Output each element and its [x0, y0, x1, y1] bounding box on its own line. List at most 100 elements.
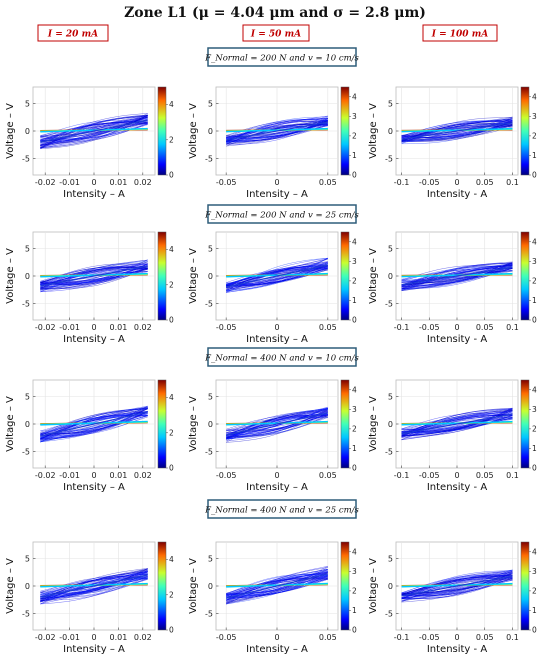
condition-box-3 [207, 347, 357, 367]
y-axis-label: Voltage – V [5, 103, 16, 159]
condition-label-4: F_Normal = 400 N and v = 25 cm/s [204, 506, 359, 516]
y-tick-label: 0 [25, 127, 30, 136]
colorbar-tick-label: 0 [532, 316, 537, 325]
trace-line [226, 263, 328, 293]
trace-line [401, 270, 513, 285]
band-line [226, 582, 328, 588]
chart-panel-r4c3: -0.1 -0.05 0 0.05 0.1 -5 0 5 Intensity - A Voltag… [368, 541, 537, 655]
colorbar-tick-label: 2 [352, 131, 357, 140]
y-tick-label: -5 [385, 300, 393, 309]
series-line [401, 413, 513, 435]
band-line [40, 127, 148, 133]
current-label-box-100 [422, 24, 498, 42]
y-tick-label: 5 [25, 555, 30, 564]
y-axis-label: Voltage – V [368, 396, 379, 452]
colorbar-tick-label: 4 [352, 92, 357, 101]
current-label-100: I = 100 mA [431, 30, 488, 40]
colorbar-tick-label: 2 [352, 276, 357, 285]
x-axis-label: Intensity - A [427, 189, 487, 200]
y-tick-label: 5 [208, 100, 213, 109]
y-axis-label: Voltage – V [5, 396, 16, 452]
x-axis-label: Intensity - A [427, 644, 487, 655]
trace-line [401, 262, 513, 286]
x-tick-label: 0.05 [476, 633, 494, 642]
colorbar-tick-label: 4 [352, 237, 357, 246]
y-axis-label: Voltage – V [188, 248, 199, 304]
x-tick-label: 0.02 [134, 633, 152, 642]
colorbar-tick-label: 4 [169, 393, 174, 402]
colorbar-tick-label: 2 [532, 131, 537, 140]
colorbar-tick-label: 4 [169, 100, 174, 109]
x-tick-label: 0.1 [506, 633, 519, 642]
colorbar-tick-label: 0 [169, 626, 174, 635]
band-line [401, 582, 513, 588]
colorbar [157, 86, 167, 176]
colorbar-tick-label: 0 [532, 464, 537, 473]
colorbar-tick-label: 3 [352, 257, 357, 266]
chart-panel-r1c1: -0.02 -0.01 0 0.01 0.02 -5 0 5 Intensity – A Volt… [5, 86, 174, 200]
y-tick-label: -5 [22, 448, 30, 457]
y-tick-label: 0 [208, 127, 213, 136]
band-line [40, 582, 148, 588]
colorbar-tick-label: 4 [169, 245, 174, 254]
colorbar-tick-label: 0 [352, 316, 357, 325]
y-tick-label: 0 [25, 420, 30, 429]
x-tick-label: -0.02 [35, 471, 56, 480]
y-tick-label: 0 [25, 582, 30, 591]
y-tick-label: 5 [25, 245, 30, 254]
x-axis-label: Intensity – A [246, 189, 308, 200]
current-label-box-20 [37, 24, 109, 42]
x-axis-label: Intensity – A [246, 482, 308, 493]
trace-line [401, 407, 513, 436]
series-line [226, 264, 328, 288]
y-tick-label: 5 [208, 555, 213, 564]
series-line [401, 266, 513, 286]
x-tick-label: 0 [91, 471, 96, 480]
colorbar-tick-label: 0 [169, 171, 174, 180]
x-tick-label: -0.1 [394, 633, 410, 642]
chart-panel-r3c2: -0.05 0 0.05 -5 0 5 Intensity – A Voltage – V 0 1… [188, 379, 357, 493]
y-tick-label: 5 [208, 393, 213, 402]
colorbar-tick-label: 3 [532, 257, 537, 266]
x-tick-label: -0.05 [216, 323, 237, 332]
x-tick-label: 0 [274, 178, 279, 187]
y-tick-label: -5 [205, 448, 213, 457]
trace-group [226, 115, 328, 147]
y-tick-label: -5 [22, 300, 30, 309]
trace-line [401, 262, 513, 287]
x-tick-label: 0.05 [319, 323, 337, 332]
x-tick-label: 0.01 [109, 323, 127, 332]
y-tick-label: 0 [208, 272, 213, 281]
band-line [401, 272, 513, 278]
y-tick-label: 5 [388, 393, 393, 402]
colorbar-tick-label: 2 [352, 586, 357, 595]
colorbar [520, 231, 530, 321]
band-line [226, 127, 328, 133]
condition-labels: F_Normal = 200 N and v = 10 cm/s F_Norma… [204, 47, 360, 519]
trace-line [401, 418, 513, 433]
y-tick-label: -5 [22, 155, 30, 164]
condition-label-1: F_Normal = 200 N and v = 10 cm/s [204, 54, 359, 64]
colorbar-tick-label: 0 [169, 316, 174, 325]
x-tick-label: -0.01 [59, 471, 80, 480]
x-tick-label: -0.05 [216, 178, 237, 187]
trace-line [40, 265, 148, 291]
x-axis-label: Intensity – A [63, 189, 125, 200]
y-tick-label: -5 [385, 448, 393, 457]
colorbar-tick-label: 4 [352, 547, 357, 556]
trace-group [226, 566, 328, 605]
trace-line [226, 265, 328, 288]
x-tick-label: -0.02 [35, 633, 56, 642]
x-tick-label: -0.1 [394, 323, 410, 332]
colorbar-tick-label: 4 [532, 237, 537, 246]
x-tick-label: 0.1 [506, 471, 519, 480]
colorbar-tick-label: 4 [532, 385, 537, 394]
trace-group [40, 405, 148, 443]
x-tick-label: -0.05 [419, 633, 440, 642]
series-line [226, 121, 328, 141]
series-line [226, 573, 328, 599]
chart-panel-r1c2: -0.05 0 0.05 -5 0 5 Intensity – A Voltage – V 0 1… [188, 86, 357, 200]
y-tick-label: -5 [22, 610, 30, 619]
y-tick-label: 0 [208, 582, 213, 591]
